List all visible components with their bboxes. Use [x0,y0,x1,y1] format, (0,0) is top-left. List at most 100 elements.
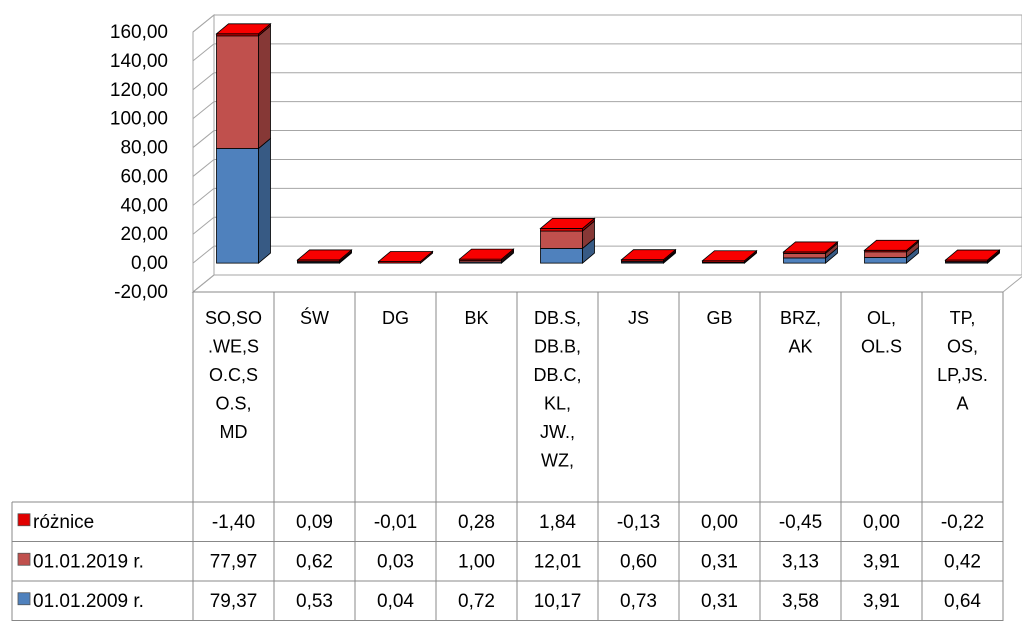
data-value: 0,53 [296,591,333,612]
legend-swatch [17,513,31,527]
bar-side [258,137,271,264]
data-value: 12,01 [534,551,582,572]
bar-front [216,148,259,264]
gridline [192,72,1022,91]
data-value: -0,22 [941,512,984,533]
bar-side [258,24,271,150]
category-label: TP, [950,308,976,328]
category-label: WZ, [541,451,574,471]
category-label: BRZ, [780,308,821,328]
gridline [192,130,1022,148]
gridlines [192,14,1022,293]
category-label: KL, [544,394,571,414]
data-value: 0,31 [701,551,738,572]
data-value: -0,13 [617,512,660,533]
bar-front [783,253,826,259]
y-tick-label: 80,00 [120,138,168,159]
gridline [192,158,1022,177]
data-value: 0,04 [377,591,414,612]
bar-front [783,257,826,264]
category-label: .WE,S [208,337,259,357]
category-label: O.C,S [209,365,258,385]
back-wall [213,14,1022,276]
y-tick-label: 160,00 [110,22,168,43]
category-label: LP,JS. [937,365,988,385]
data-value: 0,09 [296,512,333,533]
gridline [192,274,1022,293]
category-label: AK [788,337,812,357]
bar-top [539,218,596,229]
category-label: O.S, [215,394,251,414]
legend-label: różnice [33,512,94,533]
data-value: 3,13 [782,551,819,572]
y-tick-label: 20,00 [120,224,168,245]
category-label: DB.B, [534,337,581,357]
y-tick-label: -20,00 [114,282,168,303]
category-label: DB.S, [534,308,581,328]
category-label: MD [220,422,248,442]
data-value: 0,62 [296,551,333,572]
category-label: OL, [867,308,896,328]
y-tick-label: 100,00 [110,109,168,130]
bar-top [620,249,677,261]
data-value: 0,64 [944,591,981,612]
category-label: OS, [947,337,978,357]
legend-swatch [17,552,31,566]
category-label: OL.S [861,337,902,357]
category-label: JS [628,308,649,328]
data-value: 0,31 [701,591,738,612]
data-value: -0,45 [779,512,822,533]
y-tick-label: 60,00 [120,166,168,187]
y-tick-label: 40,00 [120,195,168,216]
legend-swatch [17,592,31,606]
bars [215,22,1001,264]
data-value: 0,00 [701,512,738,533]
data-value: 77,97 [210,551,258,572]
bar-top [296,249,353,261]
bar-top [944,249,1001,261]
data-value: 0,72 [458,591,495,612]
category-label: SO,SO [205,308,262,328]
bar-front [540,248,583,264]
gridline [192,187,1022,206]
bar-front [864,257,907,264]
floor [191,274,1022,293]
category-label: A [956,394,968,414]
category-label: ŚW [300,307,329,328]
data-value: 79,37 [210,591,258,612]
legend-label: 01.01.2019 r. [33,551,144,572]
data-value: 1,84 [539,512,576,533]
data-value: 3,58 [782,591,819,612]
bar-front [864,251,907,258]
bar-top [701,250,758,262]
gridline [192,101,1022,120]
gridline [192,245,1022,264]
category-label: DB.C, [533,365,581,385]
gridline [192,43,1022,62]
y-tick-label: 120,00 [110,80,168,101]
bar-top [377,251,434,262]
category-label: DG [382,308,409,328]
legend-label: 01.01.2009 r. [33,591,144,612]
data-value: -0,01 [374,512,417,533]
y-tick-label: 140,00 [110,51,168,72]
data-table: SO,SO .WE,S O.C,S O.S, MD ŚW DG BK DB.S, DB.B, DB.… [11,291,1004,621]
side-wall [192,13,215,294]
bar-front [216,35,259,149]
data-value: 0,00 [863,512,900,533]
y-tick-label: 0,00 [131,253,168,274]
gridline [192,14,1022,33]
y-axis: 160,00 140,00 120,00 100,00 80,00 60,00 40,00 2… [110,22,168,303]
data-value: 10,17 [534,591,582,612]
data-value: 0,73 [620,591,657,612]
category-label: GB [706,308,732,328]
bar-top [863,239,920,251]
data-value: 0,03 [377,551,414,572]
data-value: 0,28 [458,512,495,533]
gridline [192,216,1022,235]
bar-top [458,248,515,260]
bar-top [782,241,839,253]
category-label: JW., [540,422,575,442]
data-value: 0,60 [620,551,657,572]
